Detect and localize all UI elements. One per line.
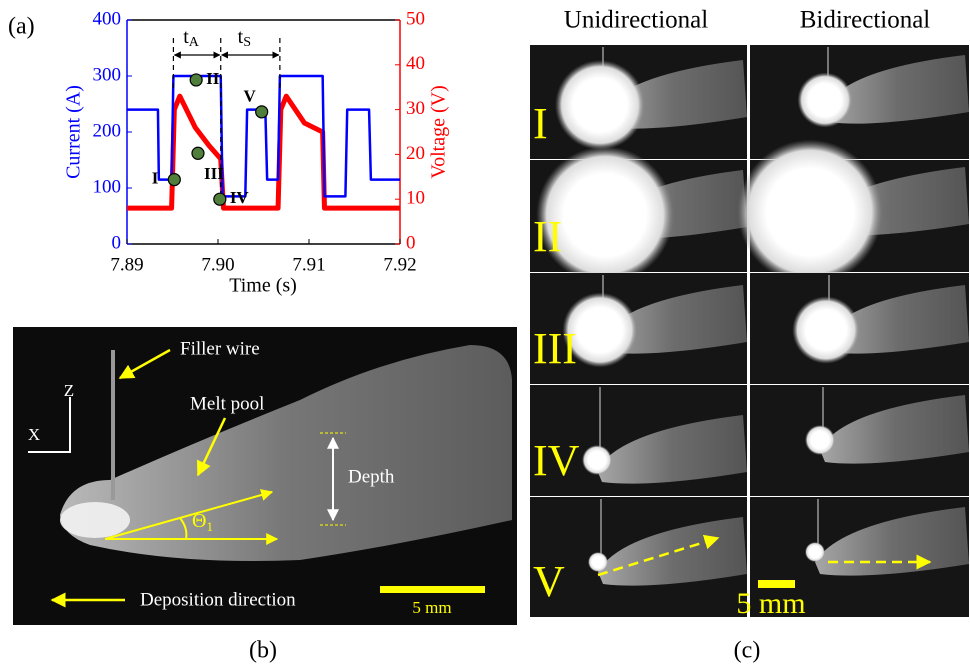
marker-label: V: [244, 87, 257, 106]
figure: (a) Time (s) Current (A) Voltage (V) 7.8…: [0, 0, 970, 668]
column-header: Bidirectional: [800, 7, 931, 34]
y-tick-label: 100: [93, 176, 122, 197]
row-label: I: [533, 99, 548, 148]
arc-glow: [798, 73, 853, 128]
arc-glow: [555, 60, 645, 150]
arc-glow: [588, 552, 608, 572]
scale-bar: [380, 586, 485, 593]
arc-glow: [805, 542, 825, 562]
panel-a: (a) Time (s) Current (A) Voltage (V) 7.8…: [8, 8, 450, 296]
y-tick-label: 300: [93, 64, 122, 85]
label: Melt pool: [190, 393, 264, 414]
row-label: V: [533, 557, 565, 606]
x-tick-label: 7.91: [292, 254, 325, 275]
row-label: II: [533, 212, 562, 261]
label: 1: [206, 519, 213, 534]
y2-tick-label: 50: [406, 8, 425, 29]
marker-label: III: [204, 164, 224, 183]
annotation-sub: S: [243, 35, 251, 50]
marker-label: II: [206, 69, 220, 88]
marker: [192, 147, 204, 159]
arc-glow: [738, 140, 883, 285]
annotation: tA: [183, 26, 200, 51]
y2-tick-label: 40: [406, 53, 425, 74]
marker: [190, 74, 202, 86]
y-tick-label: 400: [93, 8, 122, 29]
y2-tick-label: 10: [406, 188, 425, 209]
label: Θ: [192, 510, 206, 532]
annotation: tS: [238, 26, 251, 51]
panel-b: Filler wire Melt pool Z X Depth Θ1 Depos…: [13, 327, 517, 664]
arc-glow: [60, 502, 130, 538]
y2-tick-label: 30: [406, 98, 425, 119]
marker-label: IV: [230, 188, 250, 207]
y2-tick-label: 20: [406, 143, 425, 164]
label: Z: [64, 381, 74, 400]
x-tick-label: 7.90: [201, 254, 234, 275]
row-label: III: [533, 324, 577, 373]
arc-glow: [805, 425, 835, 455]
scale-label: 5 mm: [736, 587, 805, 620]
arc-glow: [792, 296, 860, 364]
row-label: IV: [533, 436, 580, 485]
marker: [168, 174, 180, 186]
y2-axis-label: Voltage (V): [428, 85, 450, 179]
label: 5 mm: [412, 598, 451, 617]
x-tick-label: 7.89: [110, 254, 143, 275]
panel-label: (a): [8, 14, 35, 40]
y-axis-label: Current (A): [63, 85, 85, 179]
label: X: [28, 425, 40, 444]
label: Depth: [348, 466, 395, 487]
marker: [214, 193, 226, 205]
y-tick-label: 0: [112, 232, 122, 253]
panel-label: (c): [734, 638, 761, 664]
y-tick-label: 200: [93, 120, 122, 141]
marker: [256, 106, 268, 118]
label: Deposition direction: [140, 589, 296, 610]
panel-label: (b): [249, 638, 277, 664]
label: Filler wire: [180, 338, 260, 359]
x-tick-label: 7.92: [383, 254, 416, 275]
marker-label: I: [152, 169, 159, 188]
y2-tick-label: 0: [406, 232, 416, 253]
arc-glow: [582, 445, 612, 475]
annotation-sub: A: [189, 35, 200, 50]
x-axis-label: Time (s): [229, 275, 297, 297]
column-header: Unidirectional: [564, 7, 708, 34]
panel-c: Unidirectional Bidirectional (c) IIIIIII…: [530, 7, 969, 664]
